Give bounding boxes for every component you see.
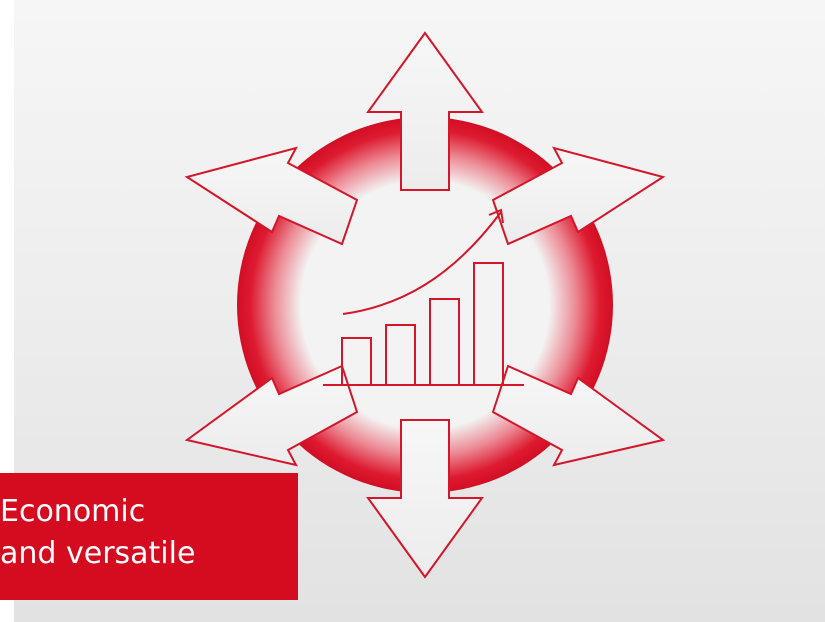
chart-bar-3 xyxy=(429,298,460,386)
caption-line-2: and versatile xyxy=(0,536,196,571)
arrow-down-icon xyxy=(366,419,484,579)
trend-curve xyxy=(342,211,502,315)
arrow-lower-left-icon xyxy=(184,364,359,467)
caption-box: Economic and versatile xyxy=(0,473,298,600)
arrow-upper-left-icon xyxy=(184,146,359,246)
growth-chart-icon xyxy=(323,208,524,386)
caption-line-1: Economic xyxy=(0,494,146,529)
chart-bar-4 xyxy=(473,262,504,386)
arrow-lower-right-icon xyxy=(491,364,666,467)
arrow-upper-right-icon xyxy=(491,146,666,246)
chart-bar-2 xyxy=(385,324,416,386)
chart-bar-1 xyxy=(341,337,372,386)
arrow-up-icon xyxy=(366,31,484,191)
arrow-group xyxy=(184,31,666,579)
trend-arrowhead-icon xyxy=(488,208,504,224)
